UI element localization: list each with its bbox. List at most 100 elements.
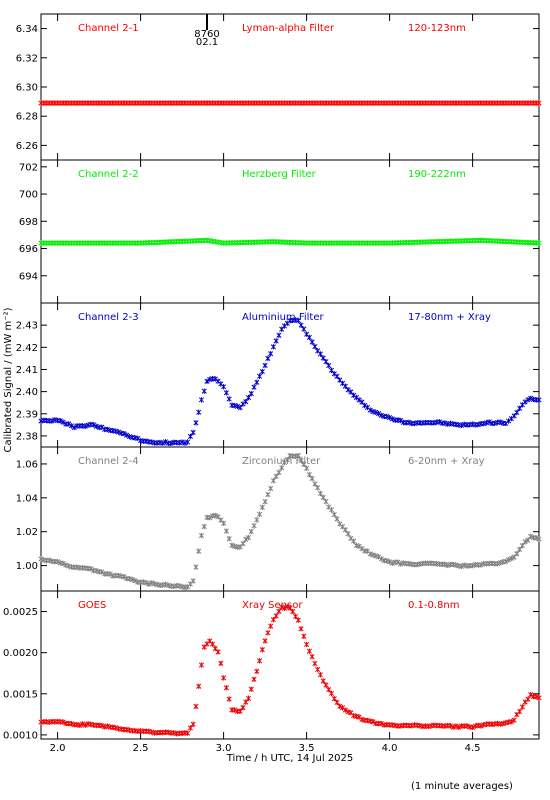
data-point (68, 720, 74, 727)
x-tick-label: 3.5 (299, 743, 315, 754)
data-point (442, 561, 448, 567)
data-point (66, 563, 72, 569)
data-point (221, 520, 227, 526)
data-point (306, 648, 312, 654)
data-point (212, 512, 218, 519)
data-point (212, 376, 218, 382)
data-point (182, 440, 188, 446)
data-point (461, 562, 467, 568)
data-point (287, 605, 293, 611)
data-point (243, 699, 249, 705)
data-point (445, 562, 451, 569)
y-tick-label: 700 (19, 190, 38, 201)
data-point (387, 414, 393, 421)
data-point (345, 387, 351, 393)
data-point (99, 424, 105, 430)
data-point (342, 383, 348, 389)
panel-frame (40, 590, 540, 740)
data-point (91, 422, 97, 428)
data-point (378, 556, 384, 562)
data-point (398, 561, 404, 567)
data-point (387, 559, 393, 565)
data-point (528, 533, 534, 540)
data-point (245, 394, 252, 401)
data-point (201, 523, 207, 530)
data-point (71, 424, 77, 431)
panel-filter-label: Lyman-alpha Filter (242, 23, 335, 34)
data-point (262, 499, 268, 505)
data-point (514, 409, 520, 416)
data-point (362, 402, 368, 409)
data-point (373, 553, 379, 559)
data-point (99, 569, 105, 575)
data-point (306, 334, 312, 341)
data-point (373, 409, 379, 416)
data-point (190, 578, 196, 584)
data-point (304, 465, 310, 471)
data-point (323, 358, 329, 365)
data-point (497, 419, 503, 425)
data-point (229, 542, 235, 549)
panel-filter-label: Herzberg Filter (242, 169, 317, 180)
panel-frame (40, 13, 540, 161)
data-point (406, 419, 412, 426)
data-point (240, 704, 246, 711)
data-point (248, 528, 254, 535)
series-3 (38, 317, 542, 446)
data-point (221, 675, 227, 681)
panel-frame (40, 446, 540, 592)
data-point (279, 604, 285, 610)
data-point (483, 420, 489, 426)
data-point (129, 576, 135, 583)
data-point (248, 390, 254, 397)
data-point (298, 626, 304, 632)
data-point (149, 729, 155, 735)
data-point (323, 498, 329, 505)
data-point (334, 699, 340, 706)
data-point (262, 638, 268, 644)
data-point (223, 390, 229, 396)
data-point (334, 373, 340, 379)
data-point (276, 469, 282, 476)
panel-channel-label: GOES (78, 600, 106, 611)
data-point (248, 686, 254, 692)
data-point (525, 696, 531, 702)
data-point (234, 403, 240, 409)
shared-x-axis: 2.0 2.5 3.0 3.5 4.0 4.5 (50, 743, 481, 754)
data-point (522, 539, 528, 545)
y-tick-label: 1.06 (16, 459, 38, 470)
y-tick-label: 6.32 (16, 53, 38, 64)
data-point (284, 604, 290, 610)
data-point (290, 608, 296, 615)
data-point (375, 410, 382, 417)
data-point (536, 100, 542, 106)
data-point (334, 516, 340, 522)
data-point (395, 559, 401, 565)
data-point (143, 580, 149, 586)
data-point (79, 721, 86, 727)
data-point (384, 558, 390, 564)
data-point (353, 394, 359, 401)
panel-band-label: 120-123nm (408, 23, 466, 34)
y-tick-label: 694 (19, 271, 38, 282)
data-point (201, 388, 207, 394)
data-point (536, 240, 542, 246)
data-point (209, 641, 216, 647)
data-point (514, 551, 520, 557)
panel-channel-label: Channel 2-2 (78, 169, 139, 180)
data-point (458, 563, 465, 570)
data-point (240, 540, 246, 547)
data-point (442, 420, 448, 426)
data-point (265, 491, 271, 498)
data-point (323, 682, 329, 688)
data-point (320, 678, 326, 684)
data-point (226, 535, 232, 542)
y-tick-label: 1.02 (16, 527, 38, 538)
data-point (312, 660, 318, 667)
data-point (295, 617, 301, 623)
y-tick-label: 2.39 (16, 409, 38, 420)
data-point (486, 419, 492, 425)
data-point (273, 473, 279, 479)
panel-4: 1.00 1.02 1.04 1.06 Channel 2-4 Zirconium Fil… (16, 446, 542, 592)
data-point (276, 332, 282, 338)
